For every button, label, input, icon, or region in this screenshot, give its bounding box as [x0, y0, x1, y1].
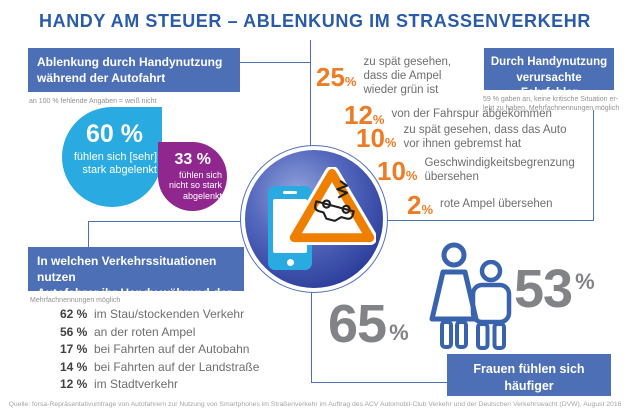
- note-distraction: an 100 % fehlende Angaben = weiß nicht: [29, 98, 157, 105]
- section-title-distraction: Ablenkung durch Handynutzung während der…: [28, 48, 240, 92]
- bubble-value: 60 %: [86, 120, 143, 148]
- connector-left-horizontal: [88, 221, 246, 222]
- item-value: 25%: [316, 61, 357, 92]
- gender-caption: Frauen fühlen sich häufiger als Männer a…: [447, 354, 611, 410]
- list-item: 56 % an der roten Ampel: [60, 324, 259, 342]
- phone-home-button: [286, 259, 294, 266]
- item-label: rote Ampel übersehen: [440, 198, 553, 211]
- connector-bottom-horizontal: [311, 382, 448, 383]
- bubble-label: fühlen sich [sehr] stark abgelenkt: [73, 150, 157, 177]
- connector-box1-horizontal: [239, 62, 311, 63]
- bubble-not-so-distracted: 33 % fühlen sich nicht so stark abgelenk…: [158, 142, 227, 211]
- item-value: 62 %: [60, 307, 88, 321]
- bubble-label: fühlen sich nicht so stark abgelenkt: [168, 169, 222, 202]
- bubble-value: 33 %: [174, 151, 211, 168]
- source-note: Quelle: forsa-Repräsentativumfrage von A…: [8, 401, 622, 408]
- list-item: 62 % im Stau/stockenden Verkehr: [60, 306, 259, 324]
- item-value: 17 %: [60, 342, 88, 356]
- item-label: an der roten Ampel: [94, 324, 196, 339]
- section-title-situations: In welchen Verkehrssituationen nutzen Au…: [28, 247, 244, 317]
- item-label: bei Fahrten auf der Landstraße: [94, 359, 260, 374]
- bubble-strongly-distracted: 60 % fühlen sich [sehr] stark abgelenkt: [62, 107, 162, 207]
- connector-top-vertical: [310, 40, 311, 152]
- item-label: Geschwindigkeitsbegrenzung übersehen: [424, 157, 575, 183]
- item-label: bei Fahrten auf der Autobahn: [94, 342, 250, 356]
- item-label: zu spät gesehen, dass das Auto vor ihnen…: [403, 124, 567, 150]
- list-item: 14 % bei Fahrten auf der Landstraße: [60, 359, 259, 377]
- error-item: 10% Geschwindigkeitsbegrenzung übersehen: [377, 157, 575, 185]
- men-percentage: 53%: [514, 259, 595, 319]
- item-value: 56 %: [60, 324, 88, 339]
- women-percentage: 65%: [328, 294, 409, 354]
- item-value: 12%: [344, 100, 385, 130]
- item-value: 12 %: [60, 377, 88, 391]
- error-item: 2% rote Ampel übersehen: [407, 192, 553, 218]
- item-label: zu spät gesehen, dass die Ampel wieder g…: [363, 56, 452, 96]
- item-value: 10%: [356, 122, 397, 153]
- error-item: 10% zu spät gesehen, dass das Auto vor i…: [356, 124, 567, 152]
- connector-right-vertical: [593, 110, 594, 221]
- phone-speaker: [283, 191, 297, 194]
- section-title-errors: Durch Handynutzung verursachte Fahrfehle…: [484, 48, 614, 99]
- situations-list: 62 % im Stau/stockenden Verkehr 56 % an de…: [60, 306, 259, 394]
- error-item: 12% von der Fahrspur abgekommen: [344, 102, 552, 128]
- item-value: 14 %: [60, 359, 88, 374]
- item-label: im Stadtverkehr: [94, 377, 179, 391]
- list-item: 12 % im Stadtverkehr: [60, 376, 259, 394]
- item-label: im Stau/stockenden Verkehr: [94, 307, 245, 321]
- man-icon: [470, 260, 512, 350]
- error-item: 25% zu spät gesehen, dass die Ampel wied…: [316, 56, 451, 97]
- note-situations: Mehrfachnennungen möglich: [30, 297, 121, 304]
- connector-right-horizontal: [384, 220, 594, 221]
- page-title: HANDY AM STEUER – ABLENKUNG IM STRASSENV…: [39, 11, 591, 31]
- note-errors: 59 % gaben an, keine kritische Situation…: [483, 96, 620, 113]
- list-item: 17 % bei Fahrten auf der Autobahn: [60, 341, 259, 359]
- item-label: von der Fahrspur abgekommen: [391, 108, 552, 121]
- connector-bottom-vertical: [311, 286, 312, 383]
- item-value: 2%: [407, 190, 434, 220]
- connector-left-vertical: [88, 221, 89, 248]
- item-value: 10%: [377, 155, 418, 186]
- accident-warning-icon: [288, 167, 376, 245]
